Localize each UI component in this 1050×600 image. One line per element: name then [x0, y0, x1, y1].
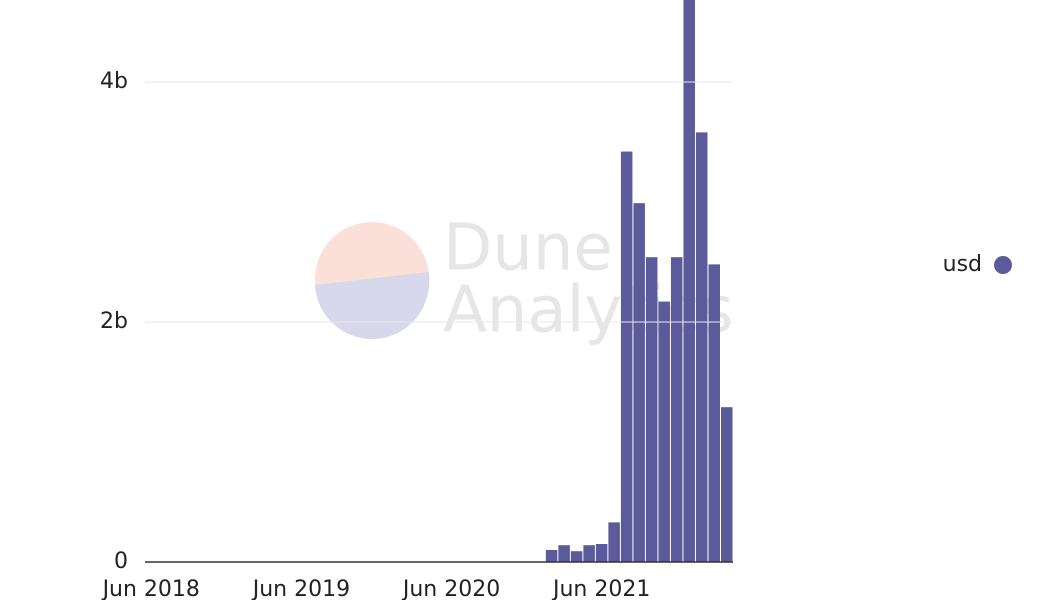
x-tick-label: Jun 2018 [101, 577, 200, 600]
bar [583, 545, 595, 562]
bar [608, 522, 620, 562]
x-tick-label: Jun 2021 [551, 577, 650, 600]
legend-marker [994, 256, 1012, 274]
bar [670, 257, 683, 562]
y-tick-label: 0 [114, 549, 128, 574]
y-tick-label: 2b [100, 309, 128, 334]
bar [683, 0, 695, 563]
y-tick-label: 4b [100, 69, 128, 94]
bar [570, 551, 583, 562]
legend-label: usd [943, 252, 982, 277]
bar [545, 549, 558, 562]
bar [708, 264, 720, 562]
bar [558, 545, 570, 562]
x-tick-label: Jun 2019 [251, 577, 350, 600]
bar [595, 543, 608, 562]
bar [645, 257, 658, 562]
bar [620, 151, 633, 562]
bar [633, 203, 645, 563]
bar [720, 407, 733, 562]
bar [695, 132, 708, 562]
x-tick-label: Jun 2020 [401, 577, 500, 600]
watermark-text: Dune [443, 212, 613, 286]
bar [658, 301, 670, 562]
